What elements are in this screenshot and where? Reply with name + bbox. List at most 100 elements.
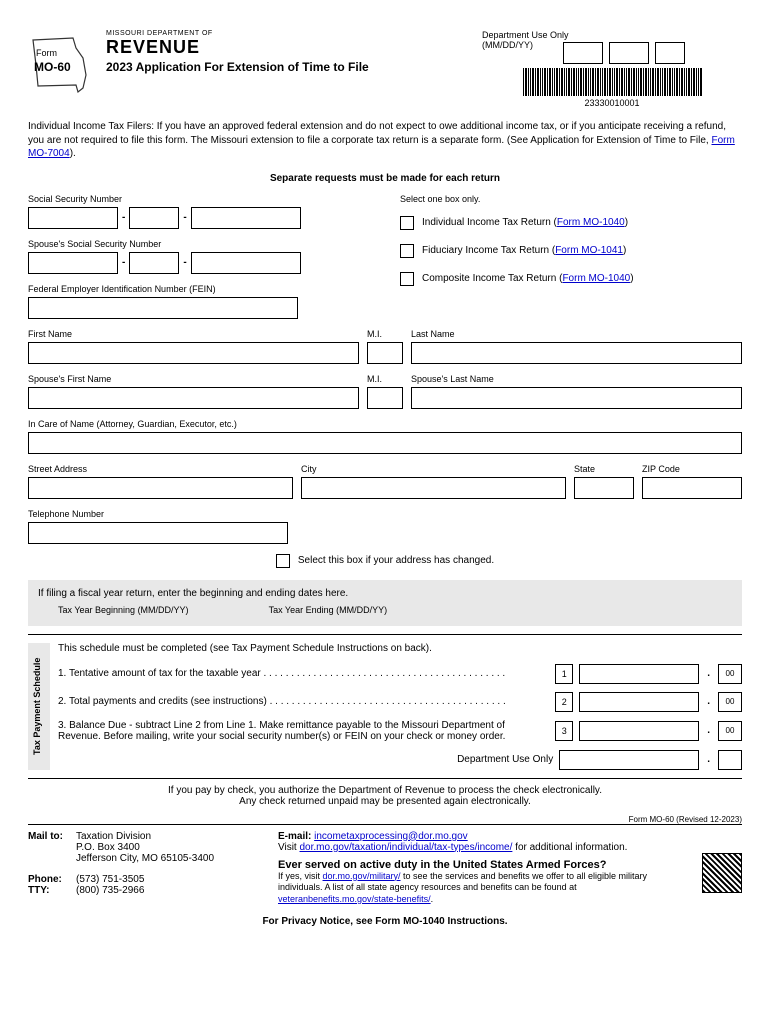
mailto3: Jefferson City, MO 65105-3400 (76, 853, 258, 864)
line2-cents: 00 (718, 692, 742, 712)
line3-num: 3 (555, 721, 573, 741)
mailto2: P.O. Box 3400 (76, 842, 258, 853)
state-input[interactable] (574, 477, 634, 499)
form-1040-composite-link[interactable]: Form MO-1040 (562, 273, 630, 284)
schedule-vertical-label: Tax Payment Schedule (28, 643, 50, 770)
line3-cents: 00 (718, 721, 742, 741)
address-changed-label: Select this box if your address has chan… (298, 555, 494, 566)
zip-input[interactable] (642, 477, 742, 499)
dept-use-box-3[interactable] (655, 42, 685, 64)
schedule-intro: This schedule must be completed (see Tax… (58, 643, 742, 654)
line1-cents: 00 (718, 664, 742, 684)
zip-label: ZIP Code (642, 464, 742, 474)
mi-input[interactable] (367, 342, 403, 364)
qr-code-icon (702, 853, 742, 893)
epay-line2: Any check returned unpaid may be present… (28, 796, 742, 807)
barcode-icon (482, 68, 742, 96)
phone-input[interactable] (28, 522, 288, 544)
opt1-pre: Individual Income Tax Return ( (422, 217, 557, 228)
ssn-label: Social Security Number (28, 194, 370, 204)
military-link[interactable]: dor.mo.gov/military/ (323, 871, 401, 881)
phone-label: Telephone Number (28, 509, 742, 519)
checkbox-address-changed[interactable] (276, 554, 290, 568)
line1-amount[interactable] (579, 664, 699, 684)
ssn-part1[interactable] (28, 207, 118, 229)
barcode-number: 23330010001 (482, 98, 742, 108)
spouse-ssn-part3[interactable] (191, 252, 301, 274)
opt3-close: ) (630, 273, 633, 284)
care-of-input[interactable] (28, 432, 742, 454)
spouse-ssn-label: Spouse's Social Security Number (28, 239, 370, 249)
form-label: Form (36, 48, 57, 58)
ssn-part3[interactable] (191, 207, 301, 229)
phone-label-c: Phone: (28, 874, 76, 885)
select-one-label: Select one box only. (400, 194, 742, 204)
intro-text: Individual Income Tax Filers: If you hav… (28, 120, 742, 161)
checkbox-individual[interactable] (400, 216, 414, 230)
last-name-label: Last Name (411, 329, 742, 339)
city-label: City (301, 464, 566, 474)
fein-label: Federal Employer Identification Number (… (28, 284, 370, 294)
date-format: (MM/DD/YY) (482, 40, 533, 50)
first-name-label: First Name (28, 329, 359, 339)
dept-use-box-1[interactable] (563, 42, 603, 64)
state-outline-icon: Form MO-60 (28, 30, 98, 100)
email-label: E-mail: (278, 831, 311, 842)
form-1040-link[interactable]: Form MO-1040 (557, 217, 625, 228)
spouse-first-label: Spouse's First Name (28, 374, 359, 384)
epay-note: If you pay by check, you authorize the D… (28, 778, 742, 807)
checkbox-composite[interactable] (400, 272, 414, 286)
intro-prefix: Individual Income Tax Filers: If you hav… (28, 121, 726, 146)
spouse-mi-label: M.I. (367, 374, 403, 384)
spouse-mi-input[interactable] (367, 387, 403, 409)
email-link[interactable]: incometaxprocessing@dor.mo.gov (314, 831, 468, 842)
schedule-line1-text: 1. Tentative amount of tax for the taxab… (58, 668, 549, 679)
dept-use-amount[interactable] (559, 750, 699, 770)
privacy-notice: For Privacy Notice, see Form MO-1040 Ins… (28, 916, 742, 927)
spouse-last-label: Spouse's Last Name (411, 374, 742, 384)
barcode-area: 23330010001 (482, 68, 742, 108)
tax-payment-schedule: Tax Payment Schedule This schedule must … (28, 634, 742, 770)
fein-input[interactable] (28, 297, 298, 319)
dept-use-label: Department Use Only (482, 30, 742, 40)
state-label: State (574, 464, 634, 474)
visit-link[interactable]: dor.mo.gov/taxation/individual/tax-types… (300, 842, 513, 853)
street-label: Street Address (28, 464, 293, 474)
dept-name: REVENUE (106, 37, 482, 58)
line2-amount[interactable] (579, 692, 699, 712)
tty-label: TTY: (28, 885, 76, 896)
opt3-pre: Composite Income Tax Return ( (422, 273, 562, 284)
first-name-input[interactable] (28, 342, 359, 364)
line2-num: 2 (555, 692, 573, 712)
ssn-part2[interactable] (129, 207, 179, 229)
checkbox-fiduciary[interactable] (400, 244, 414, 258)
spouse-ssn-part1[interactable] (28, 252, 118, 274)
dept-title-block: MISSOURI DEPARTMENT OF REVENUE 2023 Appl… (106, 30, 482, 74)
line1-num: 1 (555, 664, 573, 684)
care-of-label: In Care of Name (Attorney, Guardian, Exe… (28, 419, 742, 429)
spouse-last-input[interactable] (411, 387, 742, 409)
spouse-ssn-part2[interactable] (129, 252, 179, 274)
dept-use-only-label: Department Use Only (457, 754, 553, 765)
spouse-first-input[interactable] (28, 387, 359, 409)
opt2-close: ) (623, 245, 626, 256)
armed-pre: If yes, visit (278, 871, 323, 881)
armed-post: . (431, 894, 434, 904)
city-input[interactable] (301, 477, 566, 499)
street-input[interactable] (28, 477, 293, 499)
line3-amount[interactable] (579, 721, 699, 741)
dept-use-box-2[interactable] (609, 42, 649, 64)
form-1041-link[interactable]: Form MO-1041 (555, 245, 623, 256)
phone-value: (573) 751-3505 (76, 874, 144, 885)
schedule-line3-text: 3. Balance Due - subtract Line 2 from Li… (58, 720, 549, 742)
dept-use-cents[interactable] (718, 750, 742, 770)
fiscal-intro: If filing a fiscal year return, enter th… (38, 588, 732, 599)
intro-suffix: ). (70, 148, 76, 159)
form-title: 2023 Application For Extension of Time t… (106, 60, 482, 74)
last-name-input[interactable] (411, 342, 742, 364)
contact-row: Mail to:Taxation Division P.O. Box 3400 … (28, 824, 742, 906)
mailto-label: Mail to: (28, 831, 76, 842)
schedule-line2-text: 2. Total payments and credits (see instr… (58, 696, 549, 707)
ssn-select-row: Social Security Number - - Spouse's Soci… (28, 194, 742, 319)
veteran-link[interactable]: veteranbenefits.mo.gov/state-benefits/ (278, 894, 431, 904)
